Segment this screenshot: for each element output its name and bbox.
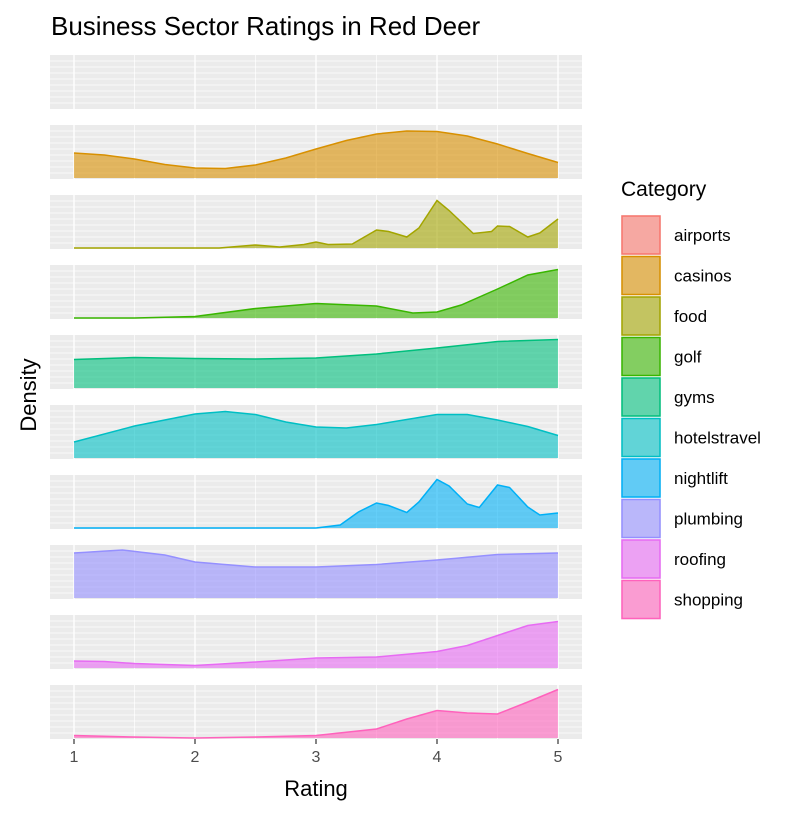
density-line-hotelstravel [73, 410, 559, 443]
legend-title: Category [621, 178, 707, 201]
x-axis: 1 2 3 4 5 [70, 739, 563, 766]
panel-roofing [50, 615, 582, 669]
density-area-food [74, 200, 558, 248]
legend-item-gyms: gyms [621, 377, 715, 417]
legend-label: casinos [674, 267, 732, 286]
legend-swatch [621, 377, 661, 417]
density-line-roofing [73, 620, 559, 667]
y-axis-title: Density [16, 358, 41, 431]
legend-label: golf [674, 348, 702, 367]
panel-food [50, 195, 582, 249]
legend-item-hotelstravel: hotelstravel [621, 417, 761, 458]
legend-label: airports [674, 226, 731, 245]
legend-item-plumbing: plumbing [621, 498, 743, 539]
legend-swatch [621, 417, 661, 458]
panel-hotelstravel [50, 405, 582, 459]
legend-swatch [621, 498, 661, 539]
legend-item-roofing: roofing [621, 539, 726, 579]
density-area-nightlift [74, 479, 558, 528]
density-area-gyms [74, 339, 558, 388]
x-tick-label: 5 [554, 749, 563, 766]
legend-swatch [621, 296, 661, 336]
density-line-nightlift [74, 478, 559, 529]
x-tick-label: 1 [70, 749, 79, 766]
facet-panels [50, 55, 582, 739]
legend-items: airports casinos food golf gyms hotelstravel n… [621, 215, 761, 620]
panel-golf [50, 265, 582, 319]
legend-label: food [674, 307, 707, 326]
legend-label: roofing [674, 550, 726, 569]
panel-plumbing [50, 545, 582, 599]
panel-nightlift [50, 475, 582, 529]
density-area-golf [74, 269, 558, 318]
legend-item-casinos: casinos [621, 255, 732, 296]
density-area-shopping [74, 689, 558, 738]
legend-item-nightlift: nightlift [621, 458, 728, 498]
density-line-plumbing [73, 549, 559, 568]
panel-shopping [50, 685, 582, 739]
x-axis-title: Rating [284, 776, 348, 801]
legend-item-airports: airports [621, 215, 731, 255]
density-area-roofing [74, 621, 558, 668]
panel-gyms [50, 335, 582, 389]
density-line-golf [74, 268, 559, 319]
legend-swatch [621, 579, 661, 620]
x-tick-label: 4 [433, 749, 442, 766]
density-line-food [74, 199, 559, 249]
legend: Category airports casinos food golf gyms hote… [621, 178, 761, 620]
panel-airports [50, 55, 582, 109]
panel-casinos [50, 125, 582, 179]
legend-swatch [621, 255, 661, 296]
legend-label: plumbing [674, 510, 743, 529]
legend-label: nightlift [674, 469, 728, 488]
legend-swatch [621, 336, 661, 377]
density-line-shopping [73, 688, 559, 739]
legend-label: gyms [674, 388, 715, 407]
density-area-casinos [74, 131, 558, 178]
density-area-hotelstravel [74, 411, 558, 458]
legend-swatch [621, 215, 661, 255]
legend-swatch [621, 458, 661, 498]
x-tick-label: 3 [312, 749, 321, 766]
legend-swatch [621, 539, 661, 579]
density-line-casinos [73, 130, 559, 170]
legend-item-golf: golf [621, 336, 702, 377]
legend-label: shopping [674, 591, 743, 610]
legend-label: hotelstravel [674, 429, 761, 448]
chart-title: Business Sector Ratings in Red Deer [51, 11, 481, 41]
density-line-gyms [73, 338, 559, 361]
legend-item-food: food [621, 296, 707, 336]
legend-item-shopping: shopping [621, 579, 743, 620]
x-tick-label: 2 [191, 749, 200, 766]
